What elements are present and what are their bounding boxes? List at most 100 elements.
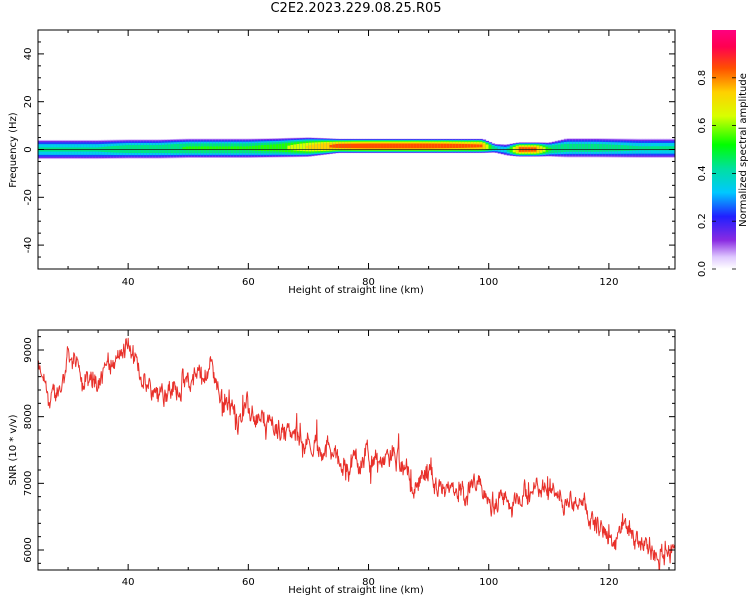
spectral-band — [563, 144, 568, 152]
spectral-band — [353, 143, 357, 149]
colorbar-tick-label: 0.2 — [697, 213, 708, 229]
spectrogram-y-axis-label: Frequency (Hz) — [8, 112, 19, 188]
spectral-band — [422, 143, 426, 149]
spectral-band — [143, 145, 147, 153]
spectral-band — [176, 143, 180, 154]
spectral-band — [281, 143, 285, 152]
spectral-band — [179, 143, 183, 154]
x-tick-label: 120 — [599, 277, 618, 288]
colorbar-tick-label: 0.8 — [697, 70, 708, 86]
spectral-band — [260, 145, 264, 151]
spectral-band — [482, 143, 487, 149]
spectral-band — [320, 143, 324, 150]
spectral-ridge — [38, 137, 676, 160]
spectral-band — [326, 143, 330, 150]
spectral-band — [599, 144, 604, 152]
x-tick-label: 40 — [122, 277, 135, 288]
spectral-band — [248, 146, 252, 151]
spectral-band — [191, 146, 195, 151]
spectral-band — [338, 143, 342, 148]
spectral-band — [647, 146, 652, 151]
spectral-band — [644, 146, 649, 151]
spectral-band — [419, 143, 423, 149]
y-tick-label: 20 — [23, 95, 34, 108]
spectral-band — [629, 145, 634, 151]
spectral-band — [215, 146, 219, 151]
spectral-band — [131, 145, 135, 153]
spectral-band — [329, 144, 333, 148]
y-tick-label: 9000 — [23, 337, 34, 362]
spectral-band — [494, 147, 499, 150]
snr-ticks: 40 60 80 100 120 6000 7000 8000 9000 — [23, 330, 675, 588]
spectral-band — [398, 143, 402, 149]
spectral-band — [617, 144, 622, 152]
spectral-band — [566, 143, 571, 152]
spectral-band — [125, 145, 129, 153]
spectral-band — [230, 146, 234, 151]
x-tick-label: 60 — [242, 577, 255, 588]
spectral-band — [173, 144, 177, 154]
spectral-band — [155, 145, 159, 153]
spectral-band — [473, 144, 478, 148]
spectral-band — [662, 146, 667, 151]
snr-panel: 40 60 80 100 120 6000 7000 8000 9000 Height of s… — [8, 329, 676, 596]
colorbar-gradient — [712, 30, 736, 269]
spectral-band — [605, 144, 610, 152]
spectral-band — [323, 143, 327, 150]
spectral-band — [182, 147, 186, 150]
spectral-band — [368, 143, 372, 149]
spectral-band — [623, 145, 628, 152]
spectral-band — [497, 146, 502, 152]
spectral-band — [626, 145, 631, 151]
spectral-band — [134, 145, 138, 153]
spectral-band — [383, 143, 387, 149]
spectral-band — [293, 144, 297, 151]
spectral-band — [449, 143, 454, 149]
spectral-band — [359, 143, 363, 149]
colorbar: 0.0 0.2 0.4 0.6 0.8 Normalized spectral ampl… — [697, 30, 749, 277]
y-tick-label: -40 — [23, 237, 34, 253]
spectral-band — [269, 144, 273, 152]
spectral-band — [560, 144, 565, 153]
spectral-band — [668, 146, 673, 151]
spectral-band — [206, 146, 210, 151]
spectral-band — [611, 144, 616, 152]
spectral-band — [572, 143, 577, 152]
spectral-band — [386, 143, 390, 149]
spectral-band — [431, 143, 436, 149]
spectral-band — [341, 143, 345, 149]
spectral-band — [356, 143, 360, 149]
spectral-band — [392, 143, 396, 149]
spectral-band — [275, 144, 279, 152]
spectral-band — [656, 146, 661, 151]
snr-y-axis-label: SNR (10 * v/v) — [8, 414, 19, 485]
spectral-band — [197, 146, 201, 151]
y-tick-label: 40 — [23, 48, 34, 61]
spectral-band — [185, 146, 189, 151]
spectral-band — [455, 143, 460, 148]
y-tick-label: 6000 — [23, 537, 34, 562]
spectral-band — [506, 148, 511, 152]
spectral-band — [347, 143, 351, 149]
spectral-band — [653, 146, 658, 151]
spectral-band — [308, 145, 312, 150]
spectral-band — [389, 143, 393, 149]
spectral-band — [221, 146, 225, 151]
y-tick-label: -20 — [23, 189, 34, 205]
spectral-band — [284, 143, 288, 153]
spectral-band — [161, 144, 165, 154]
spectral-band — [461, 143, 466, 148]
spectral-band — [641, 146, 646, 151]
spectral-band — [152, 145, 156, 153]
spectral-band — [170, 144, 174, 154]
spectral-band — [434, 143, 439, 149]
spectral-band — [299, 143, 303, 151]
x-tick-label: 100 — [479, 277, 498, 288]
spectral-band — [377, 143, 381, 149]
spectral-band — [614, 144, 619, 152]
spectral-band — [251, 145, 255, 151]
spectral-band — [587, 143, 592, 152]
spectral-band — [362, 143, 366, 149]
spectral-band — [203, 146, 207, 151]
spectral-band — [266, 144, 270, 152]
